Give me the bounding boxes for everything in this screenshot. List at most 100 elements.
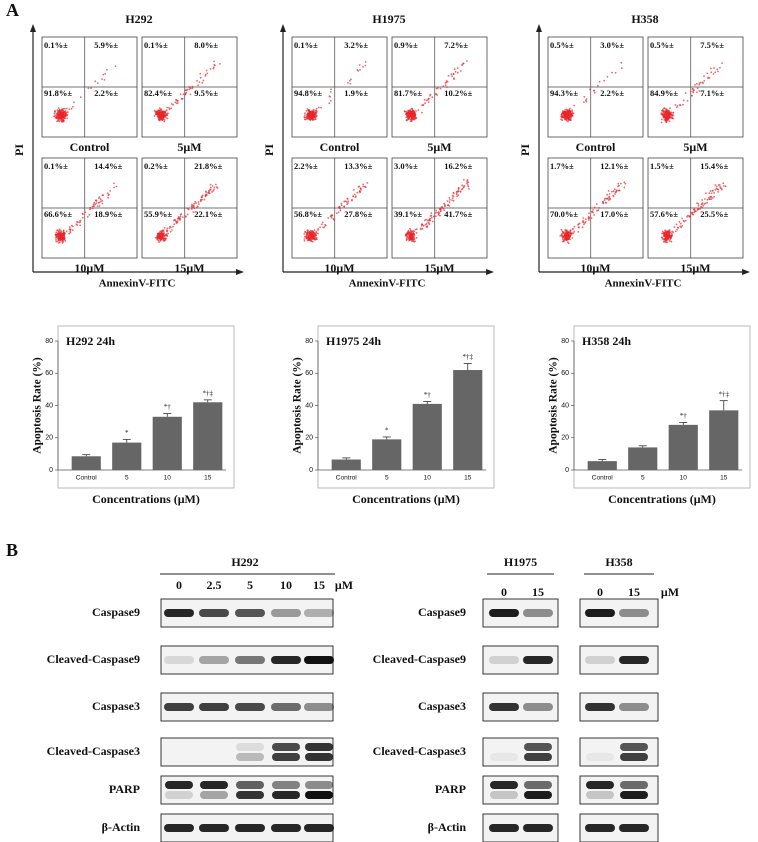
event-dot <box>212 190 215 192</box>
event-dot <box>306 231 309 234</box>
x-axis-label: Concentrations (μM) <box>608 492 716 506</box>
event-dot <box>456 195 458 198</box>
event-dot <box>713 195 716 198</box>
quadrant-value: 15.4%± <box>700 161 728 171</box>
quadrant-value: 1.7%± <box>550 161 574 171</box>
event-dot <box>185 215 188 218</box>
event-dot <box>684 92 687 94</box>
event-dot <box>158 233 161 236</box>
event-dot <box>615 190 618 193</box>
blot-band <box>585 824 615 832</box>
event-dot <box>670 115 673 117</box>
event-dot <box>443 209 446 212</box>
condition-label: Control <box>576 140 616 154</box>
event-dot <box>668 240 671 242</box>
event-dot <box>462 185 465 188</box>
y-tick-label: 60 <box>45 370 53 377</box>
event-dot <box>588 212 590 215</box>
blot-band <box>165 781 193 789</box>
event-dot <box>66 117 68 120</box>
event-dot <box>356 69 359 71</box>
event-dot <box>304 114 306 116</box>
event-dot <box>566 115 569 118</box>
event-dot <box>159 114 162 117</box>
blot-band <box>235 703 265 711</box>
event-dot <box>363 185 366 188</box>
event-dot <box>607 199 610 201</box>
event-dot <box>421 111 423 114</box>
event-dot <box>437 214 440 216</box>
event-dot <box>413 236 416 239</box>
quadrant-value: 1.5%± <box>650 161 674 171</box>
protein-label: Cleaved-Caspase9 <box>47 652 140 666</box>
blot-band <box>236 791 264 799</box>
event-dot <box>434 215 437 218</box>
event-dot <box>330 214 333 217</box>
event-dot <box>446 86 448 88</box>
event-dot <box>198 203 200 205</box>
event-dot <box>595 203 598 205</box>
event-dot <box>573 104 576 107</box>
event-dot <box>716 68 719 71</box>
event-dot <box>584 218 587 221</box>
event-dot <box>468 188 470 190</box>
protein-label: Cleaved-Caspase3 <box>373 744 466 758</box>
blot-frame <box>160 737 334 767</box>
event-dot <box>410 231 413 233</box>
event-dot <box>191 85 194 88</box>
blot-band <box>199 824 229 832</box>
event-dot <box>568 118 571 121</box>
chart-title: H358 24h <box>582 334 631 348</box>
event-dot <box>158 241 161 244</box>
event-dot <box>681 217 683 220</box>
event-dot <box>562 238 564 241</box>
blot-frame <box>579 737 659 767</box>
event-dot <box>710 195 712 198</box>
quadrant-value: 94.8%± <box>294 88 322 98</box>
blot-band <box>165 791 193 799</box>
event-dot <box>61 236 64 239</box>
event-dot <box>668 109 670 112</box>
event-dot <box>663 118 666 121</box>
event-dot <box>564 108 567 111</box>
condition-label: 10μM <box>324 261 354 275</box>
event-dot <box>160 108 163 111</box>
event-dot <box>91 205 94 208</box>
event-dot <box>457 194 460 197</box>
blot-frame <box>579 775 659 805</box>
event-dot <box>583 101 585 103</box>
event-dot <box>200 196 203 199</box>
event-dot <box>172 103 175 106</box>
event-dot <box>168 108 171 111</box>
blot-band <box>272 781 300 789</box>
event-dot <box>667 233 670 236</box>
event-dot <box>415 116 418 119</box>
event-dot <box>113 182 115 185</box>
event-dot <box>347 202 349 204</box>
event-dot <box>559 235 562 237</box>
event-dot <box>204 195 207 198</box>
blot-band <box>524 791 552 799</box>
event-dot <box>162 229 165 232</box>
bar <box>668 424 698 470</box>
event-dot <box>593 92 596 94</box>
event-dot <box>94 203 97 206</box>
event-dot <box>53 115 56 118</box>
event-dot <box>330 216 333 219</box>
event-dot <box>428 219 431 222</box>
blot-band <box>489 824 519 832</box>
event-dot <box>166 227 169 230</box>
event-dot <box>364 61 367 63</box>
event-dot <box>704 192 707 195</box>
event-dot <box>414 114 417 116</box>
event-dot <box>443 203 446 206</box>
event-dot <box>170 103 173 105</box>
event-dot <box>569 232 572 235</box>
event-dot <box>57 230 60 233</box>
condition-label: Control <box>320 140 360 154</box>
protein-label: PARP <box>109 782 140 796</box>
lane-label: 0 <box>176 578 182 592</box>
event-dot <box>98 201 101 204</box>
x-tick-label: 5 <box>641 475 645 482</box>
event-dot <box>563 110 566 113</box>
